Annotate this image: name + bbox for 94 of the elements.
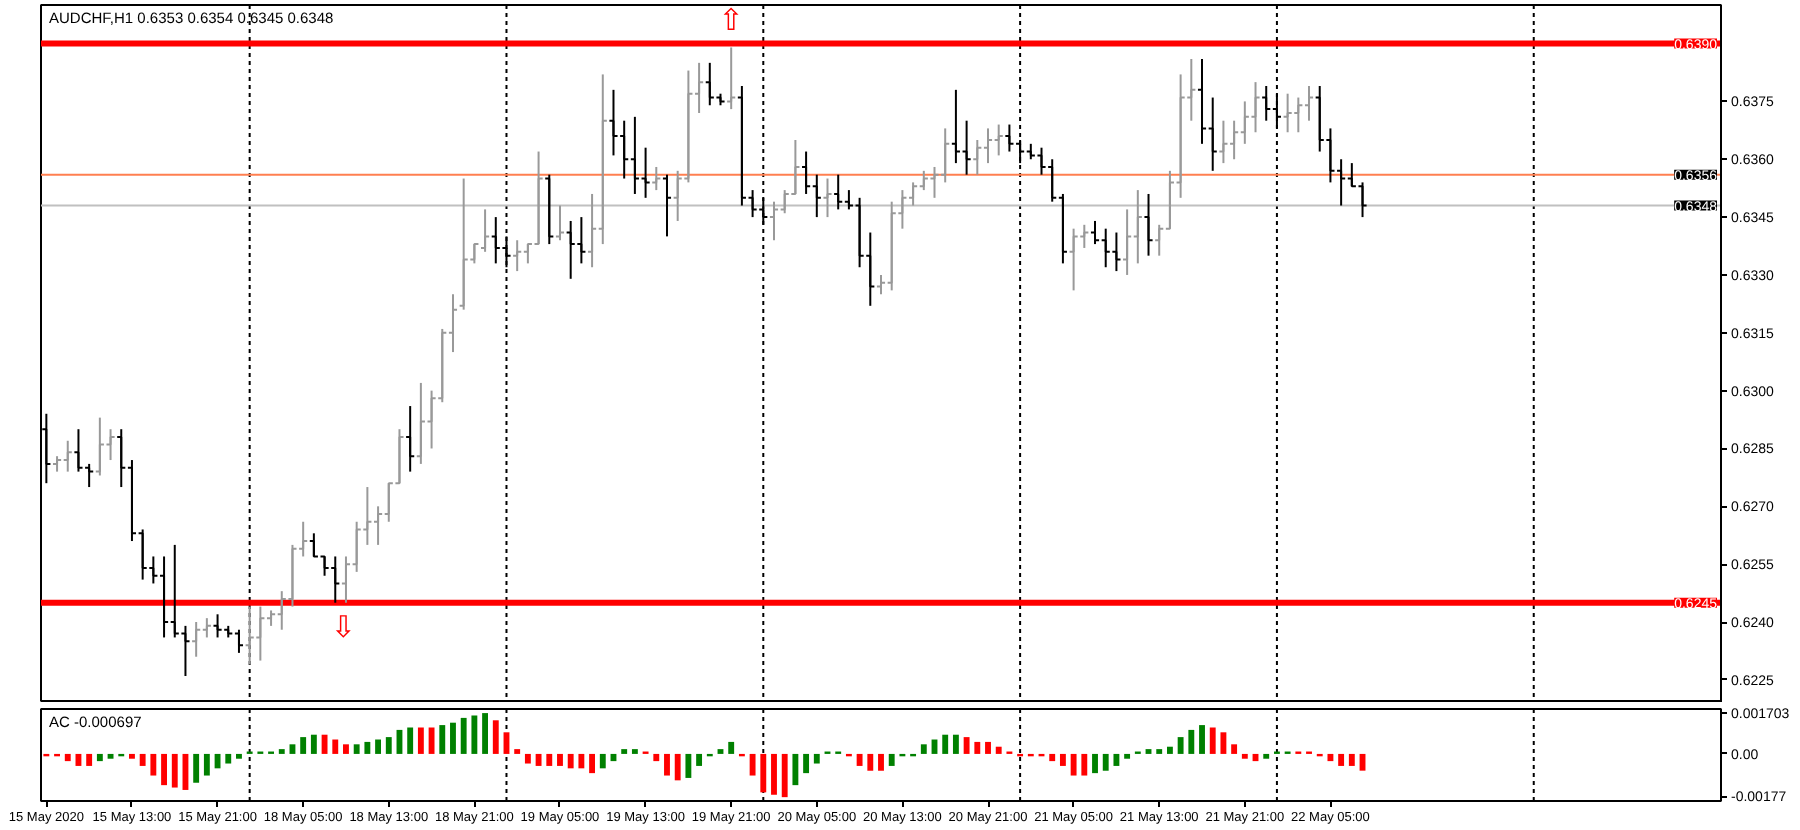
bar bbox=[385, 737, 392, 754]
bar bbox=[942, 734, 949, 754]
bar bbox=[1124, 753, 1131, 759]
bar bbox=[792, 753, 799, 786]
bar bbox=[771, 753, 777, 795]
bar bbox=[417, 727, 424, 754]
bar bbox=[749, 753, 756, 776]
bar bbox=[803, 753, 810, 774]
bar bbox=[589, 753, 596, 774]
bar bbox=[524, 753, 531, 764]
bar bbox=[193, 753, 200, 783]
bar bbox=[557, 753, 563, 766]
bar bbox=[236, 753, 242, 759]
bar bbox=[760, 753, 767, 793]
bar bbox=[567, 753, 574, 769]
bar bbox=[1338, 753, 1345, 766]
bar bbox=[856, 753, 863, 766]
candlestick bbox=[651, 165, 662, 192]
bar bbox=[1231, 744, 1238, 754]
bar bbox=[1209, 727, 1216, 754]
bar bbox=[460, 717, 467, 754]
bar bbox=[974, 741, 981, 754]
bar bbox=[546, 753, 553, 766]
bar bbox=[139, 753, 146, 766]
candlestick bbox=[1143, 192, 1154, 257]
bar bbox=[952, 734, 959, 754]
bar bbox=[535, 753, 542, 766]
bar bbox=[161, 753, 167, 786]
bar bbox=[1059, 753, 1066, 766]
bar bbox=[150, 753, 157, 776]
bar bbox=[1049, 753, 1056, 762]
bar bbox=[1241, 753, 1248, 759]
bar bbox=[439, 725, 446, 754]
bar bbox=[578, 753, 585, 769]
bar bbox=[492, 720, 499, 754]
bar bbox=[171, 753, 178, 788]
bar bbox=[1092, 753, 1098, 774]
bar bbox=[685, 753, 692, 778]
candlestick bbox=[544, 173, 555, 246]
bar bbox=[696, 753, 703, 766]
bar bbox=[599, 753, 606, 769]
bar bbox=[450, 722, 456, 754]
bar bbox=[225, 753, 232, 764]
candlestick bbox=[726, 46, 737, 111]
bar bbox=[1348, 753, 1355, 766]
bar bbox=[214, 753, 221, 769]
bar bbox=[1220, 732, 1227, 754]
bar bbox=[1102, 753, 1109, 771]
candlestick bbox=[405, 405, 416, 473]
bar bbox=[1177, 737, 1184, 754]
bar bbox=[1166, 746, 1173, 754]
bar bbox=[995, 746, 1002, 754]
bar bbox=[471, 715, 478, 754]
bar bbox=[86, 753, 93, 766]
bar bbox=[203, 753, 210, 776]
bar bbox=[1081, 753, 1088, 776]
bar bbox=[321, 734, 328, 754]
bar bbox=[781, 753, 788, 798]
bar bbox=[653, 753, 660, 762]
bar bbox=[332, 739, 339, 754]
bar bbox=[728, 741, 735, 754]
bar bbox=[300, 737, 307, 754]
bar bbox=[375, 739, 382, 754]
annotation: ⇧ bbox=[718, 1, 744, 38]
bar bbox=[1327, 753, 1334, 762]
bar bbox=[96, 753, 103, 762]
bar bbox=[428, 727, 435, 754]
bar bbox=[674, 753, 681, 781]
bar bbox=[813, 753, 820, 764]
bar bbox=[985, 741, 991, 754]
bar bbox=[129, 753, 135, 759]
bar bbox=[482, 713, 489, 754]
bar bbox=[878, 753, 884, 771]
annotation: ⇩ bbox=[330, 608, 356, 645]
candlestick bbox=[480, 208, 491, 253]
bar bbox=[888, 753, 895, 766]
bar bbox=[963, 737, 970, 754]
candlestick bbox=[822, 177, 833, 219]
candlestick bbox=[661, 173, 673, 238]
candlestick bbox=[554, 204, 566, 242]
bar bbox=[920, 744, 927, 754]
bar bbox=[1070, 753, 1077, 776]
bar bbox=[1113, 753, 1120, 766]
bar bbox=[64, 753, 71, 762]
bar bbox=[343, 744, 349, 754]
bar bbox=[353, 744, 360, 754]
bar bbox=[364, 741, 371, 754]
bar bbox=[867, 753, 874, 771]
bar bbox=[407, 727, 414, 754]
bar bbox=[310, 734, 317, 754]
bar bbox=[1188, 729, 1195, 754]
bar bbox=[1263, 753, 1270, 759]
bar bbox=[664, 753, 670, 776]
bar bbox=[1199, 725, 1205, 754]
